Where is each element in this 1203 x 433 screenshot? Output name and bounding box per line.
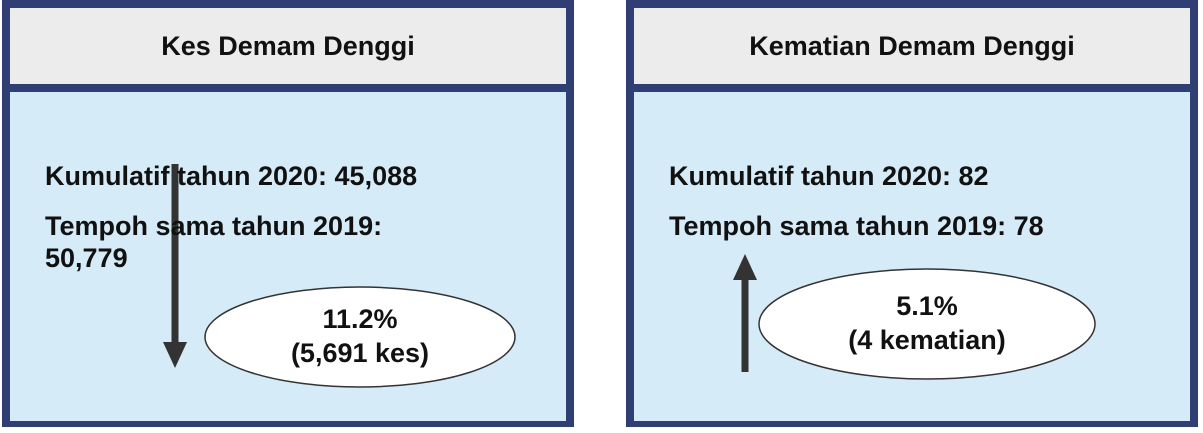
decor bbox=[163, 164, 516, 388]
panel-title: Kes Demam Denggi bbox=[10, 8, 566, 84]
panel-body: Kumulatif tahun 2020: 45,088 Tempoh sama… bbox=[10, 92, 566, 421]
arrow-head bbox=[733, 254, 757, 280]
panel-title: Kematian Demam Denggi bbox=[634, 8, 1190, 84]
panel: Kes Demam Denggi Kumulatif tahun 2020: 4… bbox=[2, 0, 574, 427]
text-line: Kumulatif tahun 2020: 45,088 bbox=[45, 161, 418, 191]
change-box: 5.1% (4 kematian) bbox=[759, 289, 1095, 357]
decor bbox=[733, 254, 1096, 380]
ellipse bbox=[758, 268, 1096, 380]
text-line: Tempoh sama tahun 2019: 78 bbox=[669, 211, 1044, 241]
change-percent: 5.1% bbox=[896, 291, 958, 321]
change-percent: 11.2% bbox=[322, 304, 398, 334]
arrow-head bbox=[163, 342, 187, 368]
panel-body: Kumulatif tahun 2020: 82 Tempoh sama tah… bbox=[634, 92, 1190, 421]
change-box: 11.2% (5,691 kes) bbox=[205, 302, 515, 370]
panel: Kematian Demam Denggi Kumulatif tahun 20… bbox=[626, 0, 1198, 427]
ellipse bbox=[204, 286, 516, 388]
text-line: Tempoh sama tahun 2019: 50,779 bbox=[45, 211, 383, 273]
change-detail: (5,691 kes) bbox=[290, 338, 430, 368]
text-line: Kumulatif tahun 2020: 82 bbox=[669, 161, 989, 191]
change-detail: (4 kematian) bbox=[848, 325, 1006, 355]
